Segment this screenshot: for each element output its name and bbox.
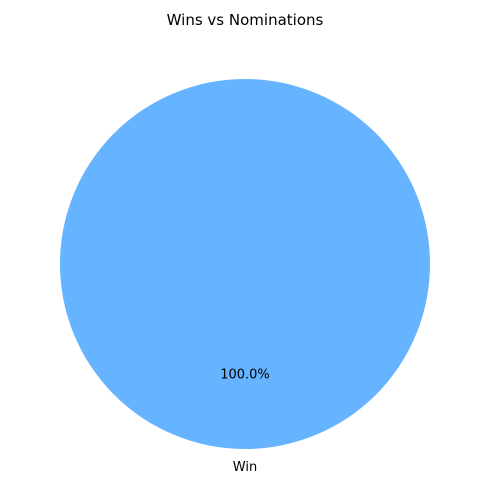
slice-label: Win [233, 460, 257, 475]
pie-slice-win [60, 79, 430, 449]
chart-title: Wins vs Nominations [167, 11, 324, 29]
slice-percent-label: 100.0% [220, 368, 270, 383]
pie-labels: Win 100.0% [220, 368, 270, 476]
pie-slices [60, 79, 430, 449]
